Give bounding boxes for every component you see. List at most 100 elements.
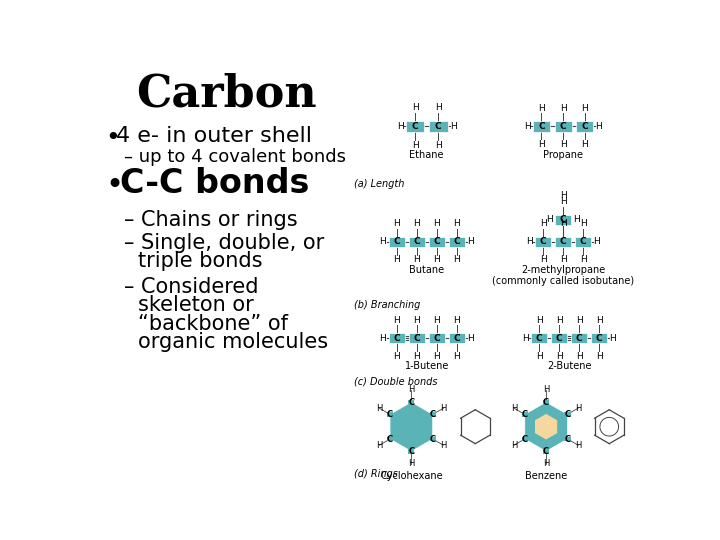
Text: H: H bbox=[559, 219, 567, 228]
Text: H: H bbox=[413, 219, 420, 228]
Text: C: C bbox=[412, 122, 418, 131]
FancyBboxPatch shape bbox=[575, 237, 591, 247]
Text: H: H bbox=[393, 316, 400, 325]
Text: H: H bbox=[467, 334, 474, 343]
Polygon shape bbox=[390, 402, 433, 451]
Text: C: C bbox=[454, 334, 460, 343]
Text: C: C bbox=[564, 435, 570, 443]
Text: H: H bbox=[536, 316, 543, 325]
Text: (d) Rings: (d) Rings bbox=[354, 469, 397, 479]
FancyBboxPatch shape bbox=[429, 120, 448, 132]
Text: C: C bbox=[433, 238, 440, 246]
Text: C: C bbox=[581, 122, 588, 131]
Text: H: H bbox=[540, 255, 546, 265]
FancyBboxPatch shape bbox=[535, 237, 551, 247]
Text: 1-Butene: 1-Butene bbox=[405, 361, 449, 371]
FancyBboxPatch shape bbox=[564, 412, 570, 417]
Text: H: H bbox=[524, 122, 531, 131]
Text: organic molecules: organic molecules bbox=[138, 332, 328, 352]
FancyBboxPatch shape bbox=[408, 400, 415, 404]
Text: H: H bbox=[379, 238, 387, 246]
Text: H: H bbox=[575, 404, 581, 413]
Text: C: C bbox=[387, 410, 393, 419]
Text: C: C bbox=[408, 447, 415, 456]
Text: H: H bbox=[376, 404, 382, 413]
Text: H: H bbox=[467, 238, 474, 246]
FancyBboxPatch shape bbox=[555, 215, 571, 225]
Text: H: H bbox=[412, 103, 418, 112]
Text: Propane: Propane bbox=[543, 150, 583, 159]
Text: H: H bbox=[559, 104, 567, 112]
Text: 2-Butene: 2-Butene bbox=[547, 361, 591, 371]
Text: C: C bbox=[408, 397, 415, 407]
Text: “backbone” of: “backbone” of bbox=[138, 314, 288, 334]
Text: H: H bbox=[526, 238, 533, 246]
Text: (a) Length: (a) Length bbox=[354, 179, 404, 189]
Text: H: H bbox=[433, 219, 440, 228]
FancyBboxPatch shape bbox=[571, 333, 588, 343]
FancyBboxPatch shape bbox=[406, 120, 425, 132]
Text: – Single, double, or: – Single, double, or bbox=[124, 233, 325, 253]
Text: H: H bbox=[593, 238, 600, 246]
FancyBboxPatch shape bbox=[430, 412, 436, 417]
Text: •: • bbox=[106, 126, 120, 151]
FancyBboxPatch shape bbox=[555, 237, 571, 247]
FancyBboxPatch shape bbox=[409, 333, 425, 343]
FancyBboxPatch shape bbox=[551, 333, 567, 343]
Text: C: C bbox=[580, 238, 586, 246]
Text: H: H bbox=[379, 334, 387, 343]
Text: C: C bbox=[393, 238, 400, 246]
Text: H: H bbox=[413, 255, 420, 265]
FancyBboxPatch shape bbox=[554, 121, 572, 132]
Text: (c) Double bonds: (c) Double bonds bbox=[354, 377, 437, 387]
Text: H: H bbox=[433, 255, 440, 265]
Text: C: C bbox=[556, 334, 562, 343]
Polygon shape bbox=[535, 414, 557, 440]
Text: C: C bbox=[522, 410, 528, 419]
FancyBboxPatch shape bbox=[543, 400, 549, 404]
Text: H: H bbox=[450, 122, 456, 131]
Text: H: H bbox=[559, 255, 567, 265]
Text: C: C bbox=[564, 410, 570, 419]
Text: C: C bbox=[387, 435, 393, 443]
Text: H: H bbox=[454, 316, 460, 325]
Text: H: H bbox=[440, 404, 446, 413]
Text: (b) Branching: (b) Branching bbox=[354, 300, 420, 309]
Text: H: H bbox=[581, 140, 588, 149]
Text: C: C bbox=[433, 334, 440, 343]
Text: H: H bbox=[408, 385, 415, 394]
Text: H: H bbox=[610, 334, 616, 343]
Text: H: H bbox=[556, 352, 562, 361]
Text: H: H bbox=[556, 316, 562, 325]
Text: H: H bbox=[596, 352, 603, 361]
Text: Cyclohexane: Cyclohexane bbox=[380, 471, 443, 481]
Text: C: C bbox=[596, 334, 603, 343]
FancyBboxPatch shape bbox=[389, 333, 405, 343]
Text: C: C bbox=[522, 435, 528, 443]
FancyBboxPatch shape bbox=[533, 121, 550, 132]
Text: C: C bbox=[543, 447, 549, 456]
Text: C: C bbox=[413, 238, 420, 246]
Text: H: H bbox=[540, 219, 546, 228]
FancyBboxPatch shape bbox=[387, 412, 393, 417]
Text: H: H bbox=[581, 104, 588, 112]
Text: H: H bbox=[538, 104, 545, 112]
Text: C: C bbox=[435, 122, 441, 131]
Text: H: H bbox=[393, 352, 400, 361]
Text: H: H bbox=[413, 316, 420, 325]
Text: H: H bbox=[435, 103, 441, 112]
Text: C-C bonds: C-C bonds bbox=[120, 167, 309, 200]
Text: H: H bbox=[408, 459, 415, 468]
FancyBboxPatch shape bbox=[387, 437, 393, 441]
Text: H: H bbox=[559, 140, 567, 149]
FancyBboxPatch shape bbox=[531, 333, 547, 343]
FancyBboxPatch shape bbox=[409, 237, 425, 247]
Text: H: H bbox=[440, 441, 446, 450]
Text: H: H bbox=[454, 255, 460, 265]
Text: skeleton or: skeleton or bbox=[138, 295, 253, 315]
Text: H: H bbox=[393, 255, 400, 265]
FancyBboxPatch shape bbox=[522, 437, 528, 441]
Text: C: C bbox=[538, 122, 545, 131]
FancyBboxPatch shape bbox=[428, 237, 445, 247]
Text: H: H bbox=[433, 316, 440, 325]
